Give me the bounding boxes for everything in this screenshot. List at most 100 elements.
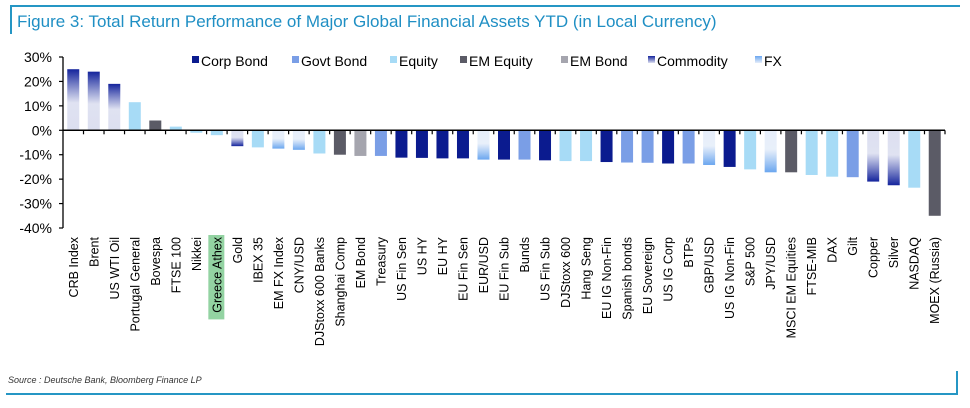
bar-nikkei [190,130,203,133]
bar-treasury [374,130,387,156]
x-tick-label: NASDAQ [908,237,922,290]
legend-swatch-equity [390,56,397,63]
bar-ftse-mib [805,130,818,175]
x-tick-label: EM FX Index [272,236,286,309]
x-tick-label: Gilt [846,236,860,255]
y-tick-label: -30% [19,196,52,212]
bar-greece-athex [210,130,223,136]
x-tick-label: DAX [826,236,840,262]
y-tick-label: 20% [24,73,52,89]
x-tick-label: EU HY [436,236,450,275]
x-tick-label: Silver [887,237,901,268]
x-tick-label: FTSE 100 [169,237,183,293]
x-tick-label: DJStoxx 600 Banks [313,237,327,346]
x-tick-label: EU Fin Sub [498,237,512,301]
x-tick-label: Treasury [374,236,388,286]
bar-shanghai-comp [333,130,346,155]
x-tick-label: Shanghai Comp [333,237,347,327]
bar-djstoxx-600-banks [313,130,326,154]
bar-us-fin-sub [539,130,552,161]
x-tick-label: FTSE-MIB [805,237,819,295]
legend-swatch-embond [561,56,568,63]
legend-label-corp: Corp Bond [201,53,268,69]
bar-eu-fin-sen [456,130,469,159]
y-tick-label: 0% [32,122,52,138]
bar-us-wti-oil [108,83,121,131]
bar-chart: 30% 20% 10% 0% -10% -20% -30% -40% CRB Index Bre… [19,49,946,346]
bar-cny-usd [292,130,305,150]
bar-gold [231,130,244,147]
x-tick-label: US HY [415,236,429,275]
x-tick-label: MSCI EM Equities [785,237,799,338]
bar-copper [867,130,880,182]
bar-s-p-500 [744,130,757,170]
bar-us-ig-corp [662,130,675,164]
bar-spanish-bonds [621,130,634,163]
bar-moex-russia- [928,130,941,216]
legend-label-embond: EM Bond [570,53,628,69]
legend-label-commodity: Commodity [657,53,728,69]
title-frame-top-border [10,5,960,7]
legend-label-govt: Govt Bond [301,53,367,69]
x-tick-label: JPY/USD [764,237,778,290]
x-tick-label: US IG Non-Fin [723,237,737,319]
legend-swatch-corp [192,56,199,63]
legend-label-equity: Equity [399,53,438,69]
legend: Corp Bond Govt Bond Equity EM Equity EM Bond… [192,53,783,69]
y-tick-label: -10% [19,147,52,163]
bar-nasdaq [908,130,921,188]
x-tick-label: EU Sovereign [641,237,655,314]
x-tick-label: Portugal General [128,237,142,332]
x-tick-label: US WTI Oil [108,237,122,300]
x-tick-label: Copper [867,237,881,278]
x-tick-label: Nikkei [190,237,204,271]
x-tick-label: Spanish bonds [621,237,635,320]
x-tick-labels: CRB Index Brent US WTI Oil Portugal General… [67,235,942,346]
x-tick-label: DJStoxx 600 [559,237,573,308]
bars [67,69,941,216]
bar-us-ig-non-fin [723,130,736,167]
x-tick-label: CRB Index [67,236,81,297]
x-tick-label: US IG Corp [662,237,676,302]
y-tick-label: -40% [19,220,52,236]
x-axis [63,129,946,135]
bar-crb-index [67,69,80,131]
bar-eu-sovereign [641,130,654,163]
bar-us-fin-sen [395,130,408,158]
bar-em-fx-index [272,130,285,149]
y-tick-label: 10% [24,98,52,114]
x-tick-label: CNY/USD [292,237,306,293]
legend-swatch-emeq [460,56,467,63]
x-tick-label: GBP/USD [703,237,717,293]
x-tick-label: S&P 500 [744,237,758,286]
x-tick-label: Gold [231,237,245,263]
footer-frame-right-border [956,371,958,395]
bar-eu-ig-non-fin [600,130,613,163]
legend-swatch-govt [292,56,299,63]
bar-eu-hy [436,130,449,159]
bar-ibex-35 [251,130,264,148]
bar-portugal-general [128,102,141,131]
source-note: Source : Deutsche Bank, Bloomberg Financ… [8,375,202,385]
x-tick-label: EM Bond [354,237,368,288]
bar-hang-seng [580,130,593,162]
legend-swatch-fx [755,56,762,63]
bar-eu-fin-sub [498,130,510,160]
footer-frame-bottom-border [6,393,958,395]
bar-us-hy [415,130,428,158]
bar-bunds [518,130,531,160]
x-tick-label: IBEX 35 [251,237,265,283]
legend-label-fx: FX [764,53,783,69]
bar-gbp-usd [703,130,716,165]
bar-dax [826,130,839,177]
x-tick-label: BTPs [682,237,696,268]
bar-silver [887,130,900,186]
x-tick-label: US Fin Sub [539,237,553,301]
bar-btps [682,130,695,164]
y-axis: 30% 20% 10% 0% -10% -20% -30% -40% [19,49,64,236]
x-tick-label: EU Fin Sen [456,237,470,301]
legend-label-emeq: EM Equity [469,53,533,69]
x-tick-label: MOEX (Russia) [928,237,942,324]
x-tick-label: Greece Athex [210,236,224,312]
x-tick-label: Hang Seng [580,237,594,300]
